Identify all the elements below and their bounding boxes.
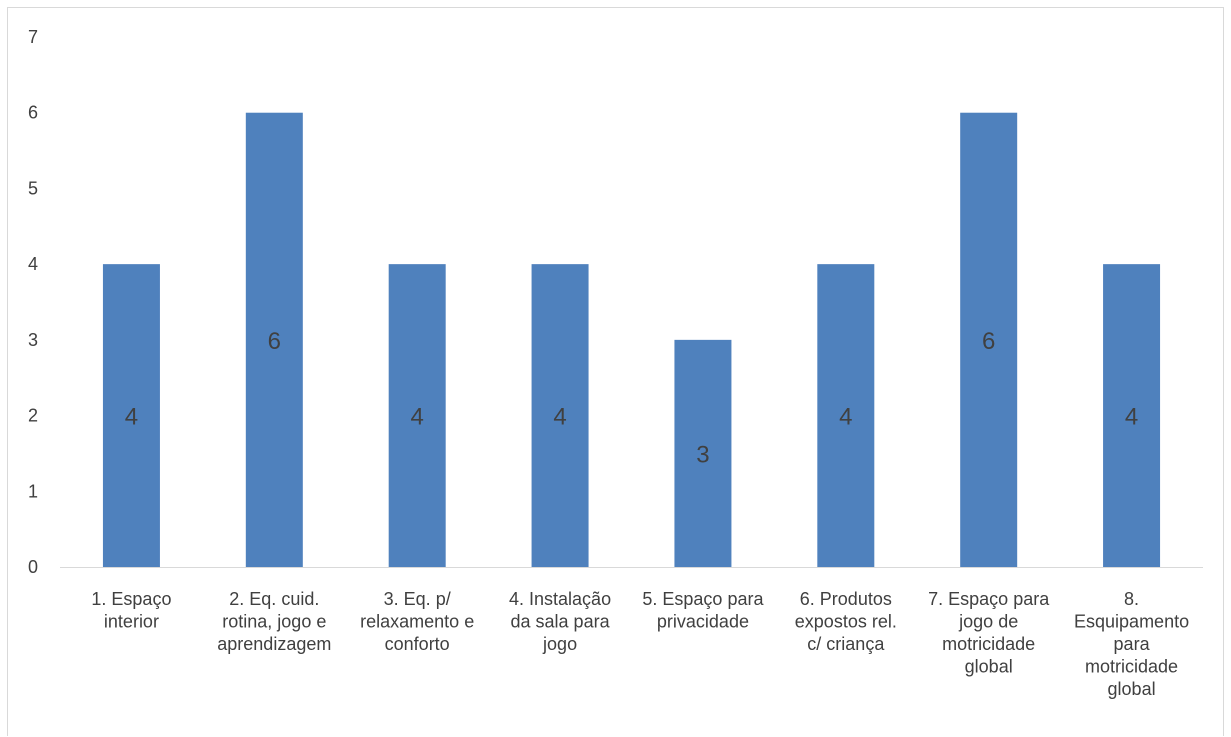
bar-data-label: 4: [553, 404, 566, 431]
y-tick-label: 0: [28, 557, 38, 577]
y-tick-label: 3: [28, 330, 38, 350]
bar-data-label: 4: [411, 404, 424, 431]
y-tick-label: 7: [28, 27, 38, 47]
x-category-label-line: jogo: [542, 634, 577, 654]
bar: [102, 264, 160, 567]
x-category-label-line: 6. Produtos: [800, 589, 892, 609]
bar-data-label: 3: [696, 441, 709, 468]
x-category-label-line: global: [965, 657, 1013, 677]
bars: [102, 112, 1161, 567]
x-category-label-line: conforto: [385, 634, 450, 654]
x-category-label: 3. Eq. p/relaxamento e conforto: [360, 589, 474, 654]
y-tick-label: 6: [28, 103, 38, 123]
x-category-label-line: para: [1114, 634, 1151, 654]
x-category-label-line: motricidade: [942, 634, 1035, 654]
y-tick-label: 4: [28, 254, 38, 274]
x-category-label-line: jogo de: [958, 612, 1018, 632]
x-category-label: 6. Produtos expostos rel. c/ criança: [795, 589, 897, 654]
bar: [960, 112, 1018, 567]
x-category-label-line: expostos rel.: [795, 612, 897, 632]
x-category-label-line: da sala para: [511, 612, 611, 632]
x-category-label-line: relaxamento e: [360, 612, 474, 632]
x-category-label-line: c/ criança: [807, 634, 885, 654]
x-category-label: 4. Instalação da sala para jogo: [509, 589, 611, 654]
x-category-label-line: global: [1108, 679, 1156, 699]
x-category-label-line: 7. Espaço para: [928, 589, 1050, 609]
bar: [1103, 264, 1161, 567]
bar-data-label: 4: [839, 404, 852, 431]
chart-frame: [7, 7, 1224, 736]
x-category-label-line: 5. Espaço para: [642, 589, 764, 609]
data-labels: 4 6 4 4 3 4 6 4: [125, 328, 1138, 469]
category-labels: 1. Espaço interior 2. Eq. cuid. rotina, jog…: [91, 589, 1189, 699]
x-category-label-line: 2. Eq. cuid.: [229, 589, 319, 609]
y-tick-label: 1: [28, 481, 38, 501]
bar: [388, 264, 446, 567]
x-category-label: 1. Espaço interior: [91, 589, 171, 632]
x-category-label-line: motricidade: [1085, 657, 1178, 677]
x-category-label: 5. Espaço para privacidade: [642, 589, 764, 632]
x-category-label-line: 1. Espaço: [91, 589, 171, 609]
x-category-label-line: 8.: [1124, 589, 1139, 609]
x-category-label: 8. Esquipamento para motricidade global: [1074, 589, 1189, 699]
y-tick-label: 5: [28, 178, 38, 198]
bar-data-label: 6: [982, 328, 995, 355]
bar-data-label: 4: [125, 404, 138, 431]
x-category-label: 2. Eq. cuid. rotina, jogo e aprendizagem: [217, 589, 331, 654]
y-axis-ticks: 0 1 2 3 4 5 6 7: [28, 27, 38, 577]
x-category-label-line: 3. Eq. p/: [384, 589, 451, 609]
y-tick-label: 2: [28, 406, 38, 426]
bar: [674, 339, 732, 567]
x-category-label-line: interior: [104, 612, 159, 632]
x-category-label-line: aprendizagem: [217, 634, 331, 654]
bar-data-label: 6: [268, 328, 281, 355]
bar: [817, 264, 875, 567]
x-category-label-line: Esquipamento: [1074, 612, 1189, 632]
bar: [531, 264, 589, 567]
bar-data-label: 4: [1125, 404, 1138, 431]
bar: [245, 112, 303, 567]
x-category-label-line: rotina, jogo e: [222, 612, 326, 632]
x-category-label-line: 4. Instalação: [509, 589, 611, 609]
x-category-label: 7. Espaço para jogo de motricidade global: [928, 589, 1050, 677]
x-category-label-line: privacidade: [657, 612, 749, 632]
